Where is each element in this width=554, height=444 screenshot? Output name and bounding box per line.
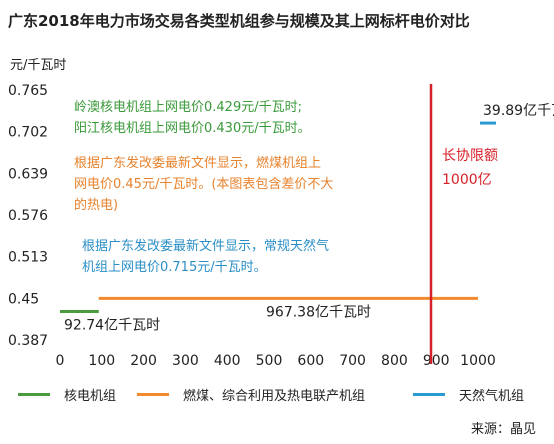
y-tick-label: 0.45 xyxy=(8,291,39,307)
legend-swatch-nuclear xyxy=(18,393,50,396)
note-coal-line: 网电价0.45元/千瓦时。(本图表包含差价不大 xyxy=(74,177,334,192)
volume-label-nuclear: 92.74亿千瓦时 xyxy=(64,318,160,334)
limit-label-line2: 1000亿 xyxy=(442,172,492,188)
y-tick-label: 0.702 xyxy=(8,125,48,141)
note-nuclear-line: 阳江核电机组上网电价0.430元/千瓦时。 xyxy=(74,121,311,136)
chart-title: 广东2018年电力市场交易各类型机组参与规模及其上网标杆电价对比 xyxy=(8,12,470,30)
x-tick-label: 400 xyxy=(214,353,241,369)
x-tick-label: 100 xyxy=(88,353,115,369)
legend-label-coal: 燃煤、综合利用及热电联产机组 xyxy=(183,389,366,404)
note-coal-line: 根据广东发改委最新文件显示，燃煤机组上 xyxy=(74,156,322,171)
x-tick-label: 900 xyxy=(423,353,450,369)
legend-label-nuclear: 核电机组 xyxy=(64,389,117,404)
legend-item-coal: 燃煤、综合利用及热电联产机组 xyxy=(137,385,365,404)
y-axis-unit-label: 元/千瓦时 xyxy=(10,58,67,73)
limit-label-line1: 长协限额 xyxy=(442,148,498,164)
y-tick-label: 0.513 xyxy=(8,250,48,266)
legend-swatch-gas xyxy=(413,393,445,396)
x-tick-label: 0 xyxy=(56,353,65,369)
source-note: 来源：晶见 xyxy=(470,422,536,437)
x-tick-label: 300 xyxy=(172,353,199,369)
y-tick-label: 0.387 xyxy=(8,333,48,349)
x-tick-label: 700 xyxy=(339,353,366,369)
volume-label-gas: 39.89亿千瓦时 xyxy=(483,103,554,119)
x-tick-label: 800 xyxy=(381,353,408,369)
note-gas-line: 机组上网电价0.715元/千瓦时。 xyxy=(82,260,267,275)
limit-line-label: 长协限额 1000亿 xyxy=(442,144,498,192)
note-nuclear: 岭澳核电机组上网电价0.429元/千瓦时; 阳江核电机组上网电价0.430元/千… xyxy=(74,97,311,139)
x-tick-label: 600 xyxy=(297,353,324,369)
note-gas: 根据广东发改委最新文件显示，常规天然气 机组上网电价0.715元/千瓦时。 xyxy=(82,236,329,278)
note-nuclear-line: 岭澳核电机组上网电价0.429元/千瓦时; xyxy=(74,100,302,115)
note-gas-line: 根据广东发改委最新文件显示，常规天然气 xyxy=(82,239,330,254)
legend-item-nuclear: 核电机组 xyxy=(18,385,116,404)
note-coal-line: 的热电) xyxy=(74,198,119,213)
x-tick-label: 200 xyxy=(130,353,157,369)
x-tick-label: 500 xyxy=(256,353,283,369)
y-tick-label: 0.765 xyxy=(8,83,48,99)
legend-label-gas: 天然气机组 xyxy=(459,389,525,404)
y-tick-label: 0.639 xyxy=(8,166,48,182)
legend-item-gas: 天然气机组 xyxy=(413,385,524,404)
x-tick-label: 1000 xyxy=(460,353,496,369)
y-tick-label: 0.576 xyxy=(8,208,48,224)
legend-swatch-coal xyxy=(137,393,169,396)
note-coal: 根据广东发改委最新文件显示，燃煤机组上 网电价0.45元/千瓦时。(本图表包含差… xyxy=(74,153,333,216)
volume-label-coal: 967.38亿千瓦时 xyxy=(266,304,371,320)
